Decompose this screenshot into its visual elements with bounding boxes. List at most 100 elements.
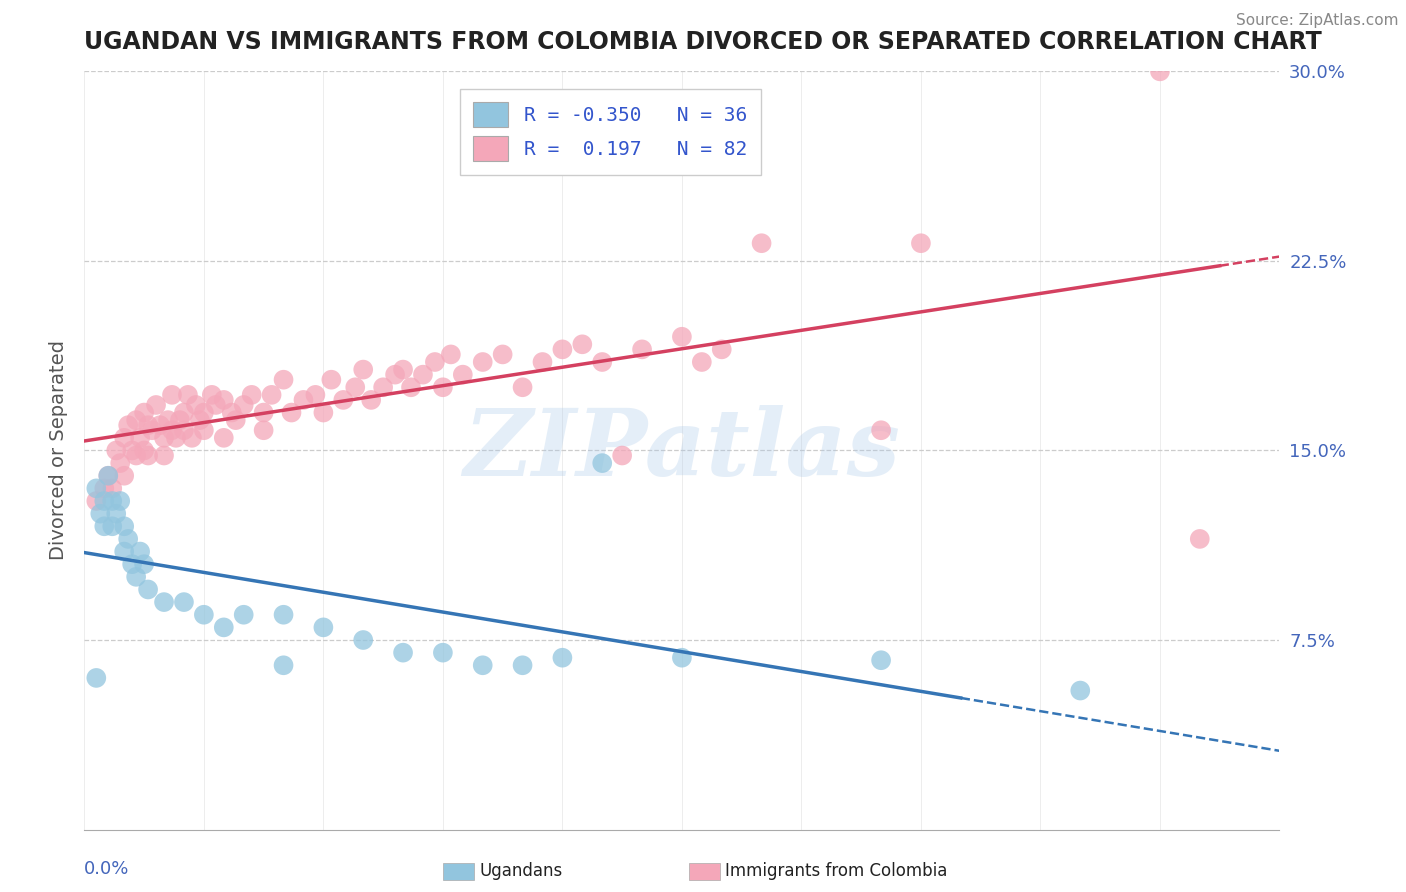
Point [105, 507, 128, 521]
Text: ZIPatlas: ZIPatlas [464, 406, 900, 495]
Point [221, 405, 243, 420]
Point [97, 468, 120, 483]
Point [471, 355, 494, 369]
Point [188, 413, 211, 427]
Point [392, 362, 415, 376]
Point [399, 380, 422, 394]
Point [169, 413, 191, 427]
Point [105, 443, 128, 458]
Point [253, 423, 276, 437]
Point [121, 443, 143, 458]
Point [440, 347, 463, 361]
Point [117, 418, 139, 433]
Point [165, 431, 187, 445]
Point [384, 368, 406, 382]
Point [870, 653, 893, 667]
Point [312, 620, 335, 634]
Point [125, 570, 148, 584]
Point [145, 398, 167, 412]
Point [432, 380, 454, 394]
Legend: R = -0.350   N = 36, R =  0.197   N = 82: R = -0.350 N = 36, R = 0.197 N = 82 [460, 88, 761, 175]
Point [153, 595, 176, 609]
Point [86, 494, 108, 508]
Point [86, 482, 108, 496]
Point [193, 405, 215, 420]
Point [240, 388, 263, 402]
Point [177, 388, 200, 402]
Point [136, 418, 159, 433]
Point [205, 398, 228, 412]
Point [304, 388, 326, 402]
Point [193, 607, 215, 622]
Text: 0.0%: 0.0% [84, 860, 129, 878]
Point [1149, 64, 1171, 78]
Point [690, 355, 713, 369]
Point [344, 380, 367, 394]
Point [571, 337, 593, 351]
Point [352, 362, 374, 376]
Point [212, 620, 235, 634]
Point [132, 405, 156, 420]
Point [93, 519, 115, 533]
Point [492, 347, 515, 361]
Point [273, 607, 295, 622]
Point [101, 519, 124, 533]
Point [93, 494, 115, 508]
Point [121, 557, 143, 572]
Point [181, 431, 204, 445]
Point [125, 413, 148, 427]
Point [132, 443, 156, 458]
Point [173, 423, 195, 437]
Point [751, 236, 773, 251]
Point [710, 343, 733, 357]
Point [373, 380, 395, 394]
Point [93, 482, 115, 496]
Point [423, 355, 446, 369]
Y-axis label: Divorced or Separated: Divorced or Separated [49, 341, 67, 560]
Point [551, 650, 574, 665]
Point [136, 582, 159, 597]
Text: Immigrants from Colombia: Immigrants from Colombia [725, 863, 948, 880]
Point [612, 449, 634, 463]
Point [89, 507, 111, 521]
Point [591, 456, 613, 470]
Point [312, 405, 335, 420]
Point [173, 595, 195, 609]
Point [110, 456, 132, 470]
Point [225, 413, 247, 427]
Point [153, 449, 176, 463]
Point [212, 392, 235, 407]
Point [273, 373, 295, 387]
Point [253, 405, 276, 420]
Point [332, 392, 354, 407]
Point [392, 646, 415, 660]
Point [591, 355, 613, 369]
Point [136, 449, 159, 463]
Point [117, 532, 139, 546]
Point [101, 482, 124, 496]
Point [101, 494, 124, 508]
Point [360, 392, 382, 407]
Point [280, 405, 302, 420]
Point [321, 373, 343, 387]
Point [273, 658, 295, 673]
Text: UGANDAN VS IMMIGRANTS FROM COLOMBIA DIVORCED OR SEPARATED CORRELATION CHART: UGANDAN VS IMMIGRANTS FROM COLOMBIA DIVO… [84, 30, 1322, 54]
Point [232, 607, 254, 622]
Point [129, 431, 152, 445]
Point [1188, 532, 1211, 546]
Point [292, 392, 315, 407]
Point [1069, 683, 1091, 698]
Point [129, 544, 152, 558]
Point [232, 398, 254, 412]
Point [141, 423, 163, 437]
Point [352, 633, 374, 648]
Point [512, 380, 534, 394]
Point [910, 236, 932, 251]
Point [212, 431, 235, 445]
Point [551, 343, 574, 357]
Point [184, 398, 207, 412]
Point [110, 494, 132, 508]
Point [153, 431, 176, 445]
Point [531, 355, 554, 369]
Point [112, 544, 135, 558]
